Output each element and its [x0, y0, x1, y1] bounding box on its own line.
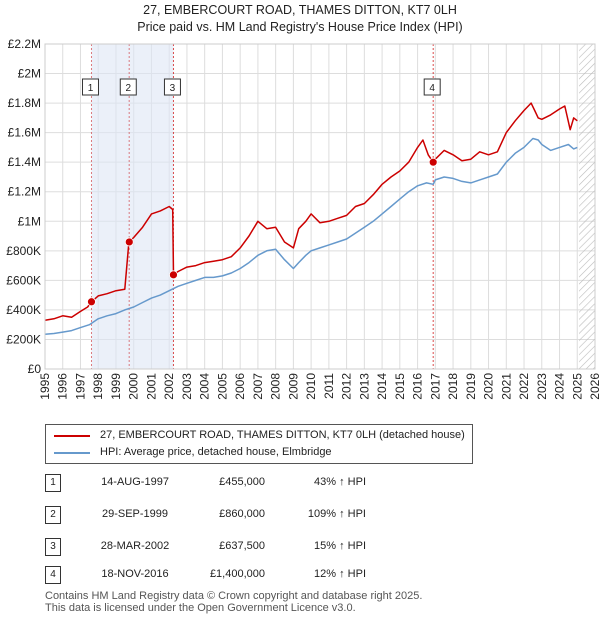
- x-tick-label: 2008: [269, 373, 283, 400]
- x-tick-label: 2013: [357, 373, 371, 400]
- x-tick-label: 2026: [588, 373, 600, 400]
- price-chart: 1 2 3 4 £0 £200K £400K £600K £800K £1M £1.2M £1.4M…: [6, 37, 600, 400]
- y-tick-label: £400K: [6, 303, 41, 317]
- sale-price: £1,400,000: [209, 568, 265, 580]
- x-tick-label: 2015: [393, 373, 407, 400]
- x-tick-label: 2012: [340, 373, 354, 400]
- sale-point: [124, 237, 134, 247]
- sale-price: £455,000: [219, 476, 265, 488]
- sale-label-box: [163, 78, 181, 96]
- footer-copyright: Contains HM Land Registry data © Crown c…: [45, 590, 423, 602]
- sale-label-box: [81, 78, 99, 96]
- hpi-line: [44, 137, 578, 336]
- plot-frame: [44, 43, 596, 370]
- x-tick-label: 2006: [233, 373, 247, 400]
- sale-label-number: 4: [429, 83, 435, 94]
- y-tick-label: £1M: [18, 214, 41, 228]
- sale-hpi-change: 43% ↑ HPI: [314, 476, 366, 488]
- footer-licence: This data is licensed under the Open Gov…: [45, 602, 356, 614]
- table-row: 3 28-MAR-2002 £637,500 15% ↑ HPI: [0, 538, 600, 558]
- x-tick-label: 2010: [304, 373, 318, 400]
- legend-label-hpi: HPI: Average price, detached house, Elmb…: [100, 446, 332, 458]
- sale-label-box: [119, 78, 137, 96]
- legend-swatch-hpi: [54, 452, 90, 454]
- sale-date: 29-SEP-1999: [101, 508, 169, 520]
- sale-hpi-change: 109% ↑ HPI: [307, 508, 366, 520]
- x-tick-label: 2016: [411, 373, 425, 400]
- x-tick-label: 2011: [322, 373, 336, 399]
- x-tick-label: 2025: [570, 373, 584, 400]
- x-tick-label: 2022: [517, 373, 531, 400]
- legend-swatch-property: [54, 435, 90, 437]
- sale-price: £637,500: [219, 540, 265, 552]
- y-tick-label: £1.8M: [8, 96, 41, 110]
- chart-subtitle: Price paid vs. HM Land Registry's House …: [137, 20, 463, 34]
- legend-label-property: 27, EMBERCOURT ROAD, THAMES DITTON, KT7 …: [100, 429, 465, 441]
- y-tick-label: £200K: [6, 332, 41, 346]
- sale-date: 14-AUG-1997: [101, 476, 169, 488]
- sale-label-number: 2: [125, 83, 131, 94]
- x-tick-label: 2024: [553, 373, 567, 400]
- sale-point: [428, 157, 438, 167]
- x-tick-label: 2000: [127, 373, 141, 400]
- sale-interval-band: [129, 44, 174, 369]
- sale-number-badge: 1: [45, 474, 61, 492]
- x-tick-label: 2019: [464, 373, 478, 400]
- sale-hpi-change: 15% ↑ HPI: [314, 540, 366, 552]
- forecast-hatch-region: [579, 44, 595, 369]
- sale-date: 28-MAR-2002: [100, 540, 170, 552]
- sale-label-number: 3: [170, 83, 176, 94]
- x-tick-label: 2020: [482, 373, 496, 400]
- x-tick-label: 1998: [91, 373, 105, 400]
- table-row: 1 14-AUG-1997 £455,000 43% ↑ HPI: [0, 474, 600, 494]
- sale-point: [87, 297, 96, 307]
- table-row: 4 18-NOV-2016 £1,400,000 12% ↑ HPI: [0, 566, 600, 586]
- x-tick-label: 1996: [56, 373, 70, 400]
- x-tick-label: 2005: [215, 373, 229, 400]
- table-row: 2 29-SEP-1999 £860,000 109% ↑ HPI: [0, 506, 600, 526]
- sale-hpi-change: 12% ↑ HPI: [314, 568, 366, 580]
- y-tick-label: £1.4M: [8, 155, 41, 169]
- sale-number-badge: 4: [45, 566, 61, 584]
- x-tick-label: 2021: [499, 373, 513, 400]
- sale-label-number: 1: [88, 83, 94, 94]
- chart-title: 27, EMBERCOURT ROAD, THAMES DITTON, KT7 …: [143, 3, 457, 17]
- y-tick-label: £0: [28, 362, 42, 376]
- y-tick-label: £1.6M: [8, 126, 41, 140]
- sale-number-badge: 3: [45, 538, 61, 556]
- sale-point: [169, 270, 178, 280]
- x-tick-label: 2002: [162, 373, 176, 400]
- x-tick-label: 2023: [535, 373, 549, 400]
- x-tick-label: 1995: [38, 373, 52, 400]
- x-tick-label: 2018: [446, 373, 460, 400]
- y-tick-label: £2.2M: [8, 37, 41, 51]
- x-tick-label: 1997: [73, 373, 87, 400]
- legend: 27, EMBERCOURT ROAD, THAMES DITTON, KT7 …: [45, 424, 473, 464]
- y-tick-label: £600K: [6, 273, 41, 287]
- y-tick-label: £2M: [18, 67, 41, 81]
- x-tick-label: 2001: [144, 373, 158, 400]
- sale-label-box: [423, 78, 441, 96]
- sale-price: £860,000: [219, 508, 265, 520]
- y-tick-label: £800K: [6, 244, 41, 258]
- x-tick-label: 2009: [286, 373, 300, 400]
- sale-number-badge: 2: [45, 506, 61, 524]
- x-tick-label: 2003: [180, 373, 194, 400]
- sale-date: 18-NOV-2016: [101, 568, 169, 580]
- x-tick-label: 2017: [428, 373, 442, 400]
- x-tick-label: 2004: [198, 373, 212, 400]
- x-tick-label: 2007: [251, 373, 265, 400]
- x-tick-label: 2014: [375, 373, 389, 400]
- property-price-line: [44, 102, 578, 322]
- x-tick-label: 1999: [109, 373, 123, 400]
- y-tick-label: £1.2M: [8, 185, 41, 199]
